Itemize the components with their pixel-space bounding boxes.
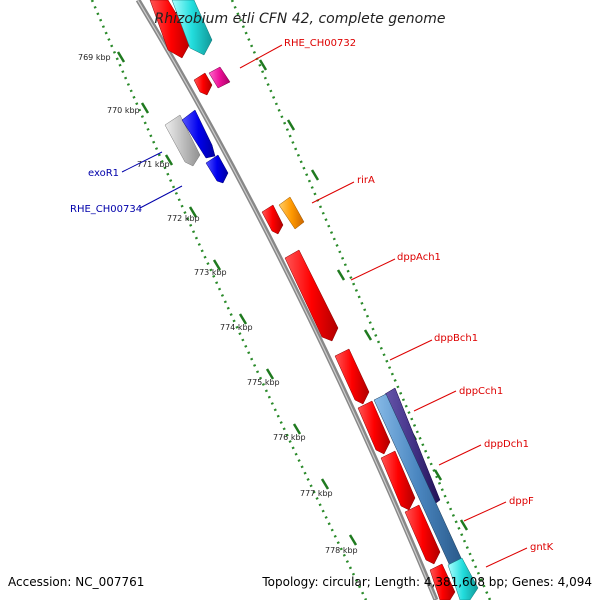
gene-feature-orange[interactable]: [278, 196, 305, 230]
gene-label-rhe-ch00734[interactable]: RHE_CH00734: [70, 204, 142, 215]
gene-feature-red[interactable]: [380, 450, 416, 511]
tick-label: 774 kbp: [220, 323, 253, 332]
gene-feature-red[interactable]: [149, 0, 193, 59]
gene-feature-red[interactable]: [404, 504, 441, 565]
gene-feature-red[interactable]: [284, 249, 339, 342]
gene-labels: RHE_CH00732 exoR1 RHE_CH00734 rirA dppAc…: [70, 38, 554, 553]
gene-feature-red[interactable]: [429, 563, 456, 600]
gene-feature-cyan[interactable]: [171, 0, 213, 56]
gene-feature-magenta[interactable]: [208, 66, 231, 89]
gene-feature-red[interactable]: [357, 400, 391, 455]
gene-feature-navy[interactable]: [384, 387, 441, 507]
gene-label-dppcch1[interactable]: dppCch1: [459, 386, 503, 397]
tick-label: 771 kbp: [137, 160, 170, 169]
gene-label-dppach1[interactable]: dppAch1: [397, 252, 441, 263]
tick-label: 769 kbp: [78, 53, 111, 62]
gene-feature-red[interactable]: [334, 348, 370, 405]
tick-label: 775 kbp: [247, 378, 280, 387]
tick-label: 770 kbp: [107, 106, 140, 115]
gene-feature-blue[interactable]: [181, 109, 216, 159]
gene-label-rhe-ch00732[interactable]: RHE_CH00732: [284, 38, 356, 49]
gene-features: [149, 0, 479, 600]
tick-labels: 769 kbp 770 kbp 771 kbp 772 kbp 773 kbp …: [78, 53, 358, 555]
tick-label: 778 kbp: [325, 546, 358, 555]
genome-summary-text: Topology: circular; Length: 4,381,608 bp…: [261, 575, 592, 589]
tick-label: 776 kbp: [273, 433, 306, 442]
map-title: Rhizobium etli CFN 42, complete genome: [155, 11, 446, 27]
backbone-ring-highlight: [136, 0, 436, 600]
gene-feature-grey[interactable]: [164, 114, 201, 167]
gene-label-exor1[interactable]: exoR1: [88, 168, 119, 179]
tick-label: 777 kbp: [300, 489, 333, 498]
outer-tick-ring: [230, 0, 492, 600]
gene-label-dppdch1[interactable]: dppDch1: [484, 439, 529, 450]
outer-tick-marks: [258, 59, 469, 531]
gene-label-rira[interactable]: rirA: [357, 175, 375, 186]
inner-tick-ring: [90, 0, 368, 600]
label-leaders: [121, 44, 528, 568]
gene-label-dppf[interactable]: dppF: [509, 496, 534, 507]
gene-feature-cyan[interactable]: [447, 557, 479, 600]
backbone-ring: [135, 0, 439, 600]
gene-label-dppbch1[interactable]: dppBch1: [434, 333, 478, 344]
gene-label-gntk[interactable]: gntK: [530, 542, 554, 553]
gene-feature-blue[interactable]: [205, 154, 229, 184]
gene-feature-red[interactable]: [193, 72, 213, 96]
accession-text: Accession: NC_007761: [8, 575, 144, 589]
tick-marks: [116, 51, 358, 546]
tick-label: 773 kbp: [194, 268, 227, 277]
gene-feature-red[interactable]: [261, 204, 284, 235]
tick-label: 772 kbp: [167, 214, 200, 223]
